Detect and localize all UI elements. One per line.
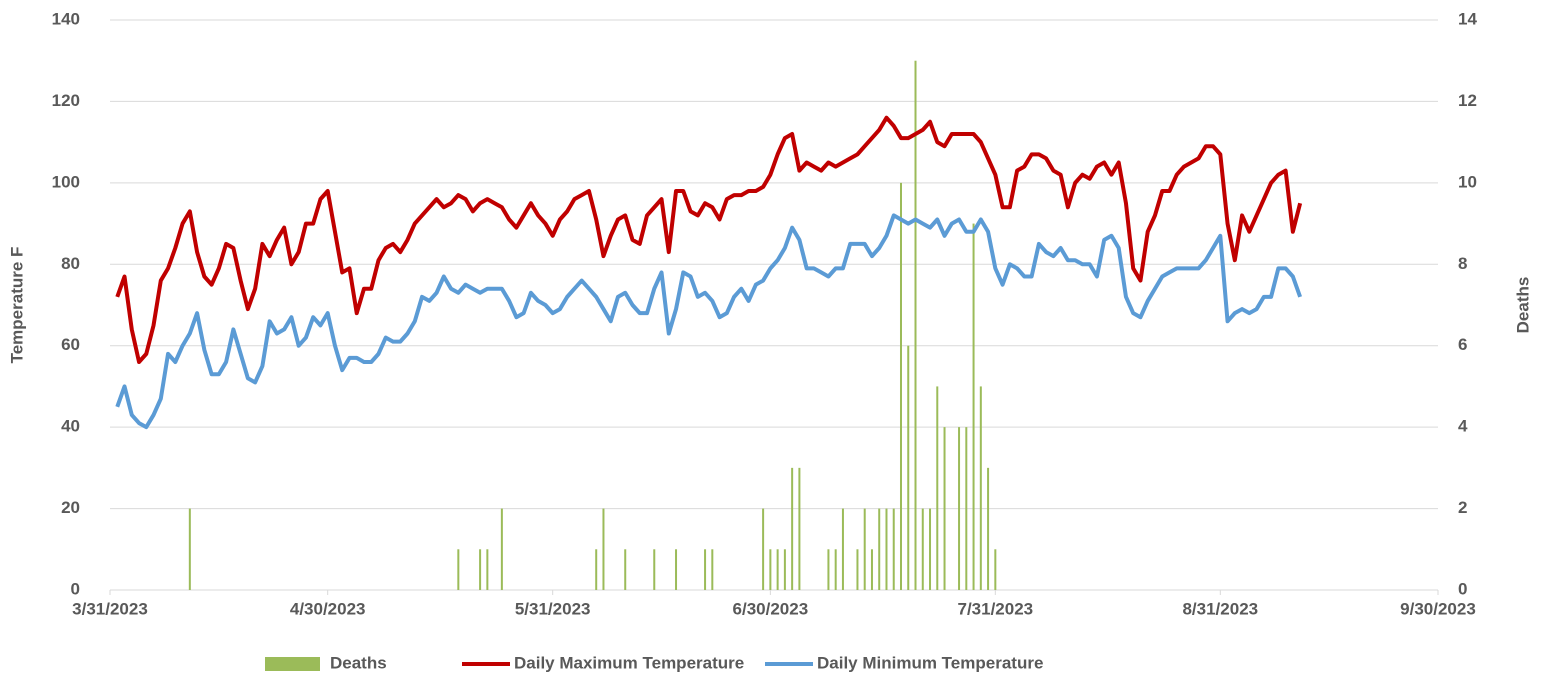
legend-label: Deaths — [330, 653, 387, 672]
bar — [624, 549, 627, 590]
y-axis-title: Temperature F — [7, 247, 26, 364]
bar — [856, 549, 859, 590]
bar — [783, 549, 786, 590]
bar — [762, 508, 765, 590]
y2-tick-label: 8 — [1458, 254, 1467, 273]
bar — [827, 549, 830, 590]
y-tick-label: 0 — [71, 579, 80, 598]
bar — [457, 549, 460, 590]
y2-axis-title: Deaths — [1513, 277, 1532, 334]
bar — [987, 467, 990, 590]
bar — [936, 386, 939, 590]
bar — [602, 508, 605, 590]
bar — [878, 508, 881, 590]
bar — [914, 60, 917, 590]
bar — [798, 467, 801, 590]
bar — [870, 549, 873, 590]
bar — [776, 549, 779, 590]
bars-layer — [188, 60, 997, 591]
bar — [979, 386, 982, 590]
x-tick-label: 6/30/2023 — [733, 599, 809, 618]
bar — [791, 467, 794, 590]
bar — [921, 508, 924, 590]
x-tick-label: 4/30/2023 — [290, 599, 366, 618]
y-tick-label: 40 — [61, 417, 80, 436]
x-tick-label: 8/31/2023 — [1182, 599, 1258, 618]
legend-swatch — [265, 657, 320, 671]
bar — [188, 508, 191, 590]
bar — [863, 508, 866, 590]
bar — [943, 427, 946, 590]
y2-tick-label: 14 — [1458, 9, 1477, 28]
x-tick-label: 5/31/2023 — [515, 599, 591, 618]
bar — [486, 549, 489, 590]
bar — [595, 549, 598, 590]
y2-tick-label: 4 — [1458, 417, 1468, 436]
bar — [769, 549, 772, 590]
bar — [711, 549, 714, 590]
y-tick-label: 100 — [52, 172, 80, 191]
bar — [653, 549, 656, 590]
x-tick-label: 9/30/2023 — [1400, 599, 1476, 618]
y-tick-label: 140 — [52, 9, 80, 28]
y-tick-label: 120 — [52, 91, 80, 110]
y2-tick-label: 12 — [1458, 91, 1477, 110]
legend-label: Daily Maximum Temperature — [514, 653, 744, 672]
bar — [500, 508, 503, 590]
line — [115, 115, 1303, 364]
legend-label: Daily Minimum Temperature — [817, 653, 1043, 672]
x-tick-label: 7/31/2023 — [958, 599, 1034, 618]
bar — [972, 223, 975, 591]
y2-tick-label: 10 — [1458, 172, 1477, 191]
lines-layer — [115, 115, 1303, 430]
bar — [994, 549, 997, 590]
bar — [929, 508, 932, 590]
line — [115, 213, 1303, 430]
bar — [704, 549, 707, 590]
bar — [479, 549, 482, 590]
bar — [834, 549, 837, 590]
grid-layer — [109, 19, 1439, 595]
x-tick-label: 3/31/2023 — [72, 599, 148, 618]
bar — [885, 508, 888, 590]
bar — [899, 182, 902, 590]
labels-layer: 0 20 40 60 80 100 120 140 0 2 4 6 8 10 12 14 3/31/2023 4/… — [52, 9, 1478, 672]
bar — [841, 508, 844, 590]
bar — [907, 345, 910, 590]
y-tick-label: 80 — [61, 254, 80, 273]
bar — [958, 427, 961, 590]
y-tick-label: 60 — [61, 335, 80, 354]
y2-tick-label: 6 — [1458, 335, 1467, 354]
bar — [892, 508, 895, 590]
bar — [675, 549, 678, 590]
bar — [965, 427, 968, 590]
y2-tick-label: 0 — [1458, 579, 1467, 598]
y2-tick-label: 2 — [1458, 498, 1467, 517]
y-tick-label: 20 — [61, 498, 80, 517]
